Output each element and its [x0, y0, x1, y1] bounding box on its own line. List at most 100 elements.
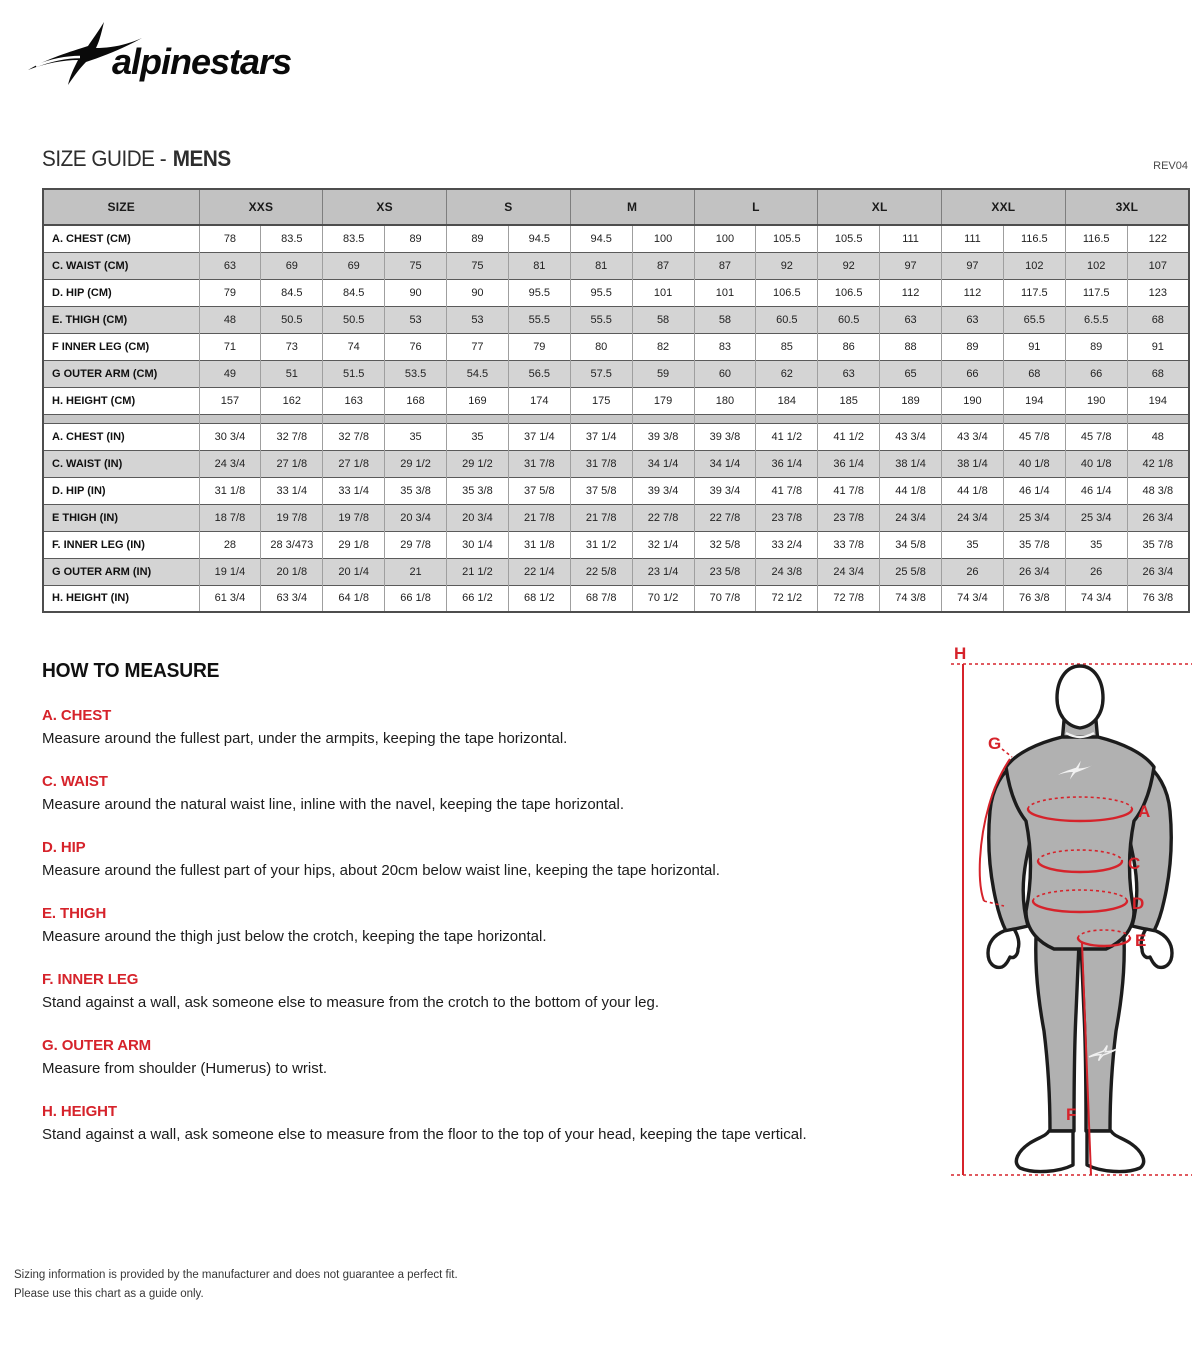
- header-size-s: S: [446, 189, 571, 226]
- separator-cell: [755, 413, 818, 423]
- size-value: 40 1/8: [1064, 449, 1128, 477]
- size-value: 90: [446, 278, 509, 306]
- size-value: 22 7/8: [693, 503, 756, 531]
- size-value: 41 1/2: [817, 422, 880, 450]
- row-label: A. CHEST (CM): [42, 224, 199, 252]
- separator-cell: [446, 413, 509, 423]
- size-value: 111: [941, 224, 1004, 252]
- page-title-prefix: SIZE GUIDE -: [42, 146, 167, 171]
- size-value: 26 3/4: [1126, 503, 1189, 531]
- separator-cell: [198, 413, 261, 423]
- size-value: 22 7/8: [631, 503, 694, 531]
- size-value: 46 1/4: [1002, 476, 1066, 504]
- size-value: 43 3/4: [941, 422, 1004, 450]
- size-value: 53.5: [384, 359, 447, 387]
- size-value: 106.5: [817, 278, 880, 306]
- size-value: 83.5: [260, 224, 323, 252]
- size-value: 89: [384, 224, 447, 252]
- size-value: 81: [507, 251, 571, 279]
- size-value: 101: [693, 278, 756, 306]
- size-value: 81: [569, 251, 633, 279]
- size-value: 56.5: [507, 359, 571, 387]
- size-value: 32 1/4: [631, 530, 694, 558]
- size-value: 60.5: [817, 305, 880, 333]
- table-row: C. WAIST (IN) 24 3/4 27 1/8 27 1/8 29 1/2 29 …: [42, 449, 1189, 477]
- size-value: 51.5: [322, 359, 385, 387]
- size-value: 68: [1126, 305, 1189, 333]
- size-value: 33 1/4: [260, 476, 323, 504]
- size-value: 23 7/8: [755, 503, 818, 531]
- size-value: 63: [879, 305, 942, 333]
- body-figure: [986, 664, 1174, 1174]
- size-value: 77: [446, 332, 509, 360]
- separator-cell: [941, 413, 1004, 423]
- size-value: 85: [755, 332, 818, 360]
- size-value: 69: [260, 251, 323, 279]
- table-row: G OUTER ARM (IN) 19 1/4 20 1/8 20 1/4 21 21 1…: [42, 557, 1189, 585]
- size-value: 21 7/8: [507, 503, 571, 531]
- size-value: 26 3/4: [1002, 557, 1066, 585]
- row-label: H. HEIGHT (IN): [42, 584, 199, 612]
- disclaimer-line-1: Sizing information is provided by the ma…: [14, 1269, 458, 1281]
- size-value: 91: [1126, 332, 1189, 360]
- size-value: 31 1/8: [507, 530, 571, 558]
- size-value: 41 1/2: [755, 422, 818, 450]
- size-value: 194: [1126, 386, 1189, 414]
- size-value: 29 1/2: [446, 449, 509, 477]
- size-value: 90: [384, 278, 447, 306]
- size-value: 84.5: [260, 278, 323, 306]
- header-size-label: SIZE: [43, 189, 199, 226]
- size-value: 100: [631, 224, 694, 252]
- size-value: 66: [1064, 359, 1128, 387]
- size-value: 48: [1126, 422, 1189, 450]
- size-value: 24 3/4: [941, 503, 1004, 531]
- size-value: 84.5: [322, 278, 385, 306]
- size-value: 24 3/4: [198, 449, 261, 477]
- size-value: 76 3/8: [1126, 584, 1189, 612]
- size-value: 29 1/2: [384, 449, 447, 477]
- separator-cell: [631, 413, 694, 423]
- size-value: 37 5/8: [569, 476, 633, 504]
- separator-cell: [42, 413, 199, 423]
- waist-ellipse-back: [1037, 849, 1123, 862]
- size-value: 163: [322, 386, 385, 414]
- separator-cell: [879, 413, 942, 423]
- size-value: 32 5/8: [693, 530, 756, 558]
- header-size-xxl: XXL: [941, 189, 1066, 226]
- size-value: 71: [198, 332, 261, 360]
- figure-left-hand: [986, 927, 1021, 970]
- size-value: 74 3/8: [879, 584, 942, 612]
- size-value: 39 3/8: [631, 422, 694, 450]
- section-separator-row: [42, 413, 1189, 423]
- size-value: 18 7/8: [198, 503, 261, 531]
- row-label: C. WAIST (IN): [42, 449, 199, 477]
- size-value: 66 1/8: [384, 584, 447, 612]
- size-value: 184: [755, 386, 818, 414]
- size-value: 66 1/2: [446, 584, 509, 612]
- measure-text: Measure from shoulder (Humerus) to wrist…: [42, 1060, 328, 1077]
- size-value: 31 1/2: [569, 530, 633, 558]
- size-value: 55.5: [569, 305, 633, 333]
- size-value: 44 1/8: [941, 476, 1004, 504]
- size-value: 95.5: [507, 278, 571, 306]
- measurement-overlays: [978, 748, 1134, 1176]
- size-value: 27 1/8: [322, 449, 385, 477]
- label-outer-arm: G: [988, 734, 1001, 753]
- size-value: 21 7/8: [569, 503, 633, 531]
- table-row: D. HIP (IN) 31 1/8 33 1/4 33 1/4 35 3/8 35 3/…: [42, 476, 1189, 504]
- measure-heading: G. OUTER ARM: [42, 1037, 152, 1054]
- size-value: 75: [384, 251, 447, 279]
- hip-ellipse-front: [1031, 899, 1129, 914]
- size-value: 58: [631, 305, 694, 333]
- size-value: 58: [693, 305, 756, 333]
- table-row: E THIGH (IN) 18 7/8 19 7/8 19 7/8 20 3/4 20 3…: [42, 503, 1189, 531]
- size-value: 25 3/4: [1064, 503, 1128, 531]
- thigh-ellipse-front: [1076, 936, 1132, 948]
- figure-collar: [1065, 731, 1095, 739]
- size-value: 92: [755, 251, 818, 279]
- size-value: 168: [384, 386, 447, 414]
- separator-cell: [817, 413, 880, 423]
- size-value: 36 1/4: [817, 449, 880, 477]
- table-row: H. HEIGHT (IN) 61 3/4 63 3/4 64 1/8 66 1/8 66…: [42, 584, 1189, 612]
- size-value: 26 3/4: [1126, 557, 1189, 585]
